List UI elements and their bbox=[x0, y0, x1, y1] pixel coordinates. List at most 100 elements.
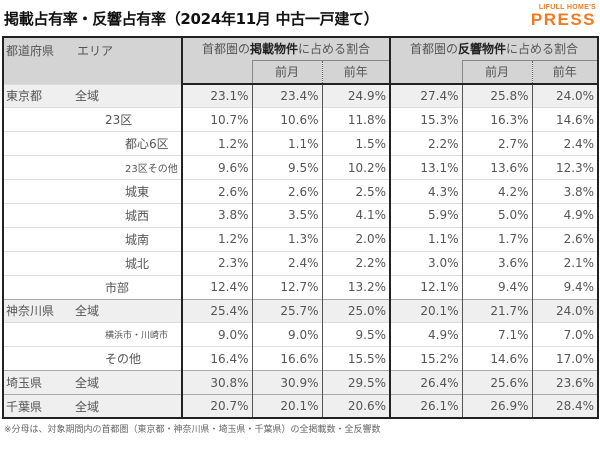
inquiry-share-cell: 27.4% bbox=[389, 83, 463, 108]
inquiry-prev-year-cell: 24.0% bbox=[531, 83, 599, 108]
listing-prev-month-cell: 2.4% bbox=[251, 250, 322, 276]
header-listing-prev-year: 前年 bbox=[321, 59, 391, 85]
listing-prev-year-cell: 29.5% bbox=[321, 370, 391, 395]
header-inquiry-prev-month: 前月 bbox=[461, 59, 533, 85]
prefecture-cell bbox=[3, 322, 75, 347]
listing-prev-year-cell: 13.2% bbox=[321, 274, 391, 300]
listing-prev-month-cell: 12.7% bbox=[251, 274, 322, 300]
inquiry-prev-year-cell: 2.4% bbox=[531, 131, 599, 156]
inquiry-prev-year-cell: 9.4% bbox=[531, 274, 599, 300]
header-inquiry-current bbox=[389, 60, 463, 85]
inquiry-prev-month-cell: 7.1% bbox=[461, 322, 533, 347]
inquiry-prev-month-cell: 25.8% bbox=[461, 83, 533, 108]
listing-prev-month-cell: 2.6% bbox=[251, 179, 322, 204]
prefecture-cell bbox=[3, 202, 75, 228]
area-cell: 横浜市・川崎市 bbox=[75, 322, 182, 347]
footnote: ※分母は、対象期間内の首都圏（東京都・神奈川県・埼玉県・千葉県）の全掲載数・全反… bbox=[4, 425, 381, 435]
prefecture-cell bbox=[3, 155, 75, 180]
inquiry-share-cell: 13.1% bbox=[389, 155, 463, 180]
table-row: 23区 10.7% 10.6% 11.8% 15.3% 16.3% 14.6% bbox=[3, 107, 599, 132]
listing-prev-year-cell: 25.0% bbox=[321, 298, 391, 323]
listing-prev-month-cell: 9.0% bbox=[251, 322, 322, 347]
listing-share-cell: 23.1% bbox=[181, 83, 252, 108]
inquiry-prev-month-cell: 2.7% bbox=[461, 131, 533, 156]
prefecture-cell: 神奈川県 bbox=[3, 298, 75, 323]
table-row: 都心6区 1.2% 1.1% 1.5% 2.2% 2.7% 2.4% bbox=[3, 131, 599, 156]
inquiry-prev-year-cell: 17.0% bbox=[531, 346, 599, 371]
inquiry-prev-year-cell: 28.4% bbox=[531, 394, 599, 419]
table-row: 神奈川県 全域 25.4% 25.7% 25.0% 20.1% 21.7% 24.0% bbox=[3, 298, 599, 323]
area-cell: 23区その他 bbox=[75, 155, 182, 180]
listing-prev-year-cell: 2.5% bbox=[321, 179, 391, 204]
listing-share-cell: 30.8% bbox=[181, 370, 252, 395]
area-cell: 城西 bbox=[75, 202, 182, 228]
inquiry-prev-year-cell: 7.0% bbox=[531, 322, 599, 347]
table-row: 横浜市・川崎市 9.0% 9.0% 9.5% 4.9% 7.1% 7.0% bbox=[3, 322, 599, 347]
prefecture-cell bbox=[3, 274, 75, 300]
inquiry-prev-year-cell: 23.6% bbox=[531, 370, 599, 395]
inquiry-prev-month-cell: 5.0% bbox=[461, 202, 533, 228]
table-row: 千葉県 全域 20.7% 20.1% 20.6% 26.1% 26.9% 28.4% bbox=[3, 394, 599, 419]
lifull-homes-press-logo: LIFULL HOME'S PRESS bbox=[530, 4, 596, 29]
area-cell: 全域 bbox=[75, 298, 182, 323]
listing-prev-year-cell: 10.2% bbox=[321, 155, 391, 180]
listing-prev-month-cell: 1.3% bbox=[251, 226, 322, 252]
listing-prev-year-cell: 2.0% bbox=[321, 226, 391, 252]
listing-prev-year-cell: 20.6% bbox=[321, 394, 391, 419]
header-listing-share: 首都圏の掲載物件に占める割合 bbox=[180, 37, 391, 60]
listing-share-cell: 2.6% bbox=[181, 179, 252, 204]
inquiry-prev-month-cell: 13.6% bbox=[461, 155, 533, 180]
inquiry-prev-month-cell: 25.6% bbox=[461, 370, 533, 395]
prefecture-cell bbox=[3, 226, 75, 252]
inquiry-prev-year-cell: 2.1% bbox=[531, 250, 599, 276]
listing-prev-year-cell: 15.5% bbox=[321, 346, 391, 371]
inquiry-prev-year-cell: 2.6% bbox=[531, 226, 599, 252]
area-cell: 都心6区 bbox=[75, 131, 182, 156]
inquiry-prev-month-cell: 16.3% bbox=[461, 107, 533, 132]
table-row: 埼玉県 全域 30.8% 30.9% 29.5% 26.4% 25.6% 23.6% bbox=[3, 370, 599, 395]
inquiry-share-cell: 12.1% bbox=[389, 274, 463, 300]
inquiry-prev-month-cell: 14.6% bbox=[461, 346, 533, 371]
page-title: 掲載占有率・反響占有率（2024年11月 中古一戸建て） bbox=[4, 10, 379, 28]
listing-prev-month-cell: 20.1% bbox=[251, 394, 322, 419]
inquiry-prev-month-cell: 4.2% bbox=[461, 179, 533, 204]
header-listing-prev-month: 前月 bbox=[251, 59, 322, 85]
header-prefecture: 都道府県 bbox=[3, 37, 75, 84]
area-cell: 城北 bbox=[75, 250, 182, 276]
inquiry-prev-year-cell: 12.3% bbox=[531, 155, 599, 180]
table-row: 城東 2.6% 2.6% 2.5% 4.3% 4.2% 3.8% bbox=[3, 179, 599, 204]
inquiry-share-cell: 5.9% bbox=[389, 202, 463, 228]
listing-share-cell: 1.2% bbox=[181, 226, 252, 252]
listing-prev-month-cell: 23.4% bbox=[251, 83, 322, 108]
listing-prev-year-cell: 11.8% bbox=[321, 107, 391, 132]
listing-share-cell: 9.0% bbox=[181, 322, 252, 347]
header-inquiry-share: 首都圏の反響物件に占める割合 bbox=[389, 37, 599, 60]
area-cell: 城東 bbox=[75, 179, 182, 204]
header-listing-current bbox=[181, 60, 252, 85]
inquiry-share-cell: 3.0% bbox=[389, 250, 463, 276]
listing-prev-year-cell: 4.1% bbox=[321, 202, 391, 228]
listing-prev-month-cell: 30.9% bbox=[251, 370, 322, 395]
listing-prev-month-cell: 10.6% bbox=[251, 107, 322, 132]
inquiry-prev-month-cell: 9.4% bbox=[461, 274, 533, 300]
area-cell: その他 bbox=[75, 346, 182, 371]
inquiry-share-cell: 2.2% bbox=[389, 131, 463, 156]
inquiry-share-cell: 20.1% bbox=[389, 298, 463, 323]
listing-share-cell: 9.6% bbox=[181, 155, 252, 180]
prefecture-cell bbox=[3, 250, 75, 276]
inquiry-share-cell: 15.2% bbox=[389, 346, 463, 371]
table-row: 23区その他 9.6% 9.5% 10.2% 13.1% 13.6% 12.3% bbox=[3, 155, 599, 180]
inquiry-prev-month-cell: 1.7% bbox=[461, 226, 533, 252]
listing-share-cell: 20.7% bbox=[181, 394, 252, 419]
listing-share-cell: 2.3% bbox=[181, 250, 252, 276]
listing-share-cell: 12.4% bbox=[181, 274, 252, 300]
listing-prev-month-cell: 9.5% bbox=[251, 155, 322, 180]
inquiry-share-cell: 1.1% bbox=[389, 226, 463, 252]
header-area: エリア bbox=[75, 37, 182, 84]
inquiry-prev-year-cell: 3.8% bbox=[531, 179, 599, 204]
prefecture-cell: 千葉県 bbox=[3, 394, 75, 419]
listing-share-cell: 1.2% bbox=[181, 131, 252, 156]
area-cell: 23区 bbox=[75, 107, 182, 132]
table-row: 城西 3.8% 3.5% 4.1% 5.9% 5.0% 4.9% bbox=[3, 202, 599, 228]
inquiry-share-cell: 4.9% bbox=[389, 322, 463, 347]
